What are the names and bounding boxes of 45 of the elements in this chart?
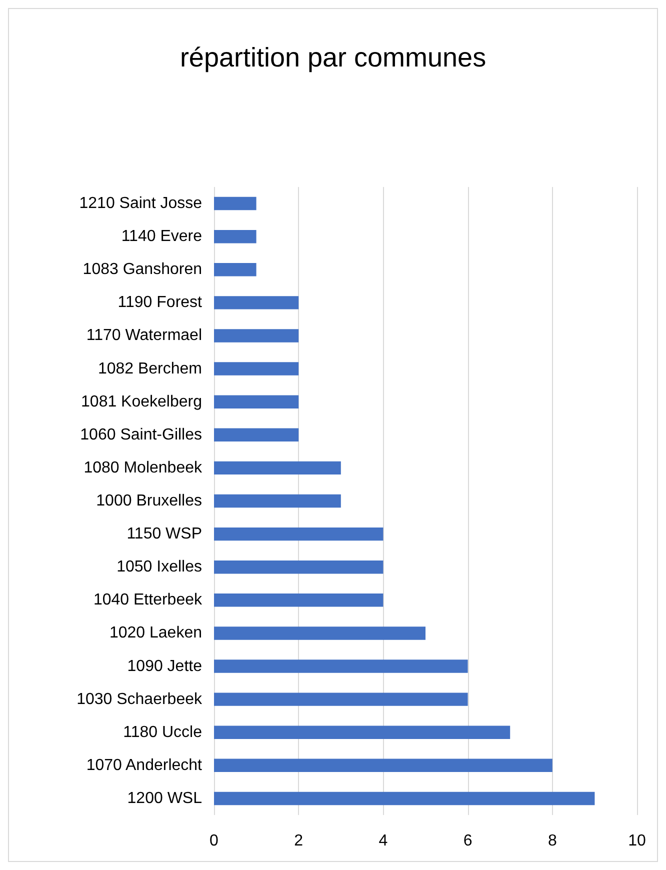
bar bbox=[214, 594, 384, 607]
y-tick-label: 1140 Evere bbox=[121, 228, 202, 246]
y-tick-label: 1082 Berchem bbox=[98, 360, 202, 378]
y-tick-label: 1083 Ganshoren bbox=[82, 261, 202, 278]
y-tick-label: 1180 Uccle bbox=[123, 724, 202, 741]
bar bbox=[214, 758, 552, 772]
bar bbox=[214, 263, 256, 276]
y-tick-label: 1070 Anderlecht bbox=[86, 756, 203, 774]
x-tick-label: 10 bbox=[628, 832, 646, 850]
y-tick-label: 1200 WSL bbox=[127, 790, 202, 807]
bar bbox=[214, 726, 510, 739]
bar bbox=[214, 230, 256, 244]
x-tick-label: 6 bbox=[463, 832, 472, 850]
y-tick-label: 1080 Molenbeek bbox=[84, 459, 203, 476]
y-tick-label: 1030 Schaerbeek bbox=[76, 690, 203, 708]
y-tick-label: 1210 Saint Josse bbox=[79, 195, 202, 212]
bar bbox=[214, 461, 341, 475]
x-tick-label: 8 bbox=[548, 832, 557, 850]
bar bbox=[214, 395, 299, 408]
bar bbox=[214, 660, 468, 673]
y-tick-label: 1050 Ixelles bbox=[116, 558, 202, 576]
y-tick-label: 1170 Watermael bbox=[86, 327, 202, 344]
x-tick-label: 4 bbox=[378, 832, 388, 850]
chart-title: répartition par communes bbox=[180, 42, 486, 72]
y-tick-label: 1190 Forest bbox=[118, 294, 203, 312]
bar bbox=[214, 494, 341, 508]
y-tick-label: 1020 Laeken bbox=[109, 624, 202, 642]
bar bbox=[214, 296, 299, 310]
bar bbox=[214, 196, 256, 210]
x-tick-label: 0 bbox=[210, 832, 219, 850]
y-tick-label: 1081 Koekelberg bbox=[81, 393, 202, 410]
y-tick-label: 1000 Bruxelles bbox=[96, 492, 202, 510]
bar bbox=[214, 362, 299, 376]
bar bbox=[214, 329, 299, 342]
y-tick-label: 1150 WSP bbox=[126, 526, 202, 543]
bar bbox=[214, 792, 595, 806]
bar bbox=[214, 626, 426, 640]
bar bbox=[214, 560, 384, 574]
bar bbox=[214, 692, 468, 706]
bar bbox=[214, 428, 299, 442]
y-tick-label: 1040 Etterbeek bbox=[93, 592, 203, 609]
y-tick-label: 1060 Saint-Gilles bbox=[80, 426, 202, 444]
bar bbox=[214, 527, 384, 541]
x-tick-label: 2 bbox=[294, 832, 304, 850]
y-tick-label: 1090 Jette bbox=[127, 658, 202, 675]
